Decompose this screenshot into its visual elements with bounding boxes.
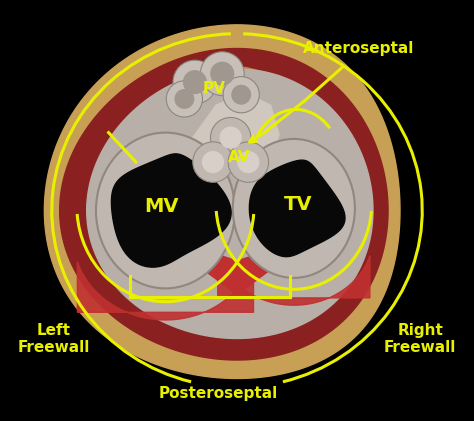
- Polygon shape: [60, 48, 388, 360]
- Circle shape: [166, 81, 202, 117]
- Text: Anteroseptal: Anteroseptal: [303, 41, 415, 56]
- Circle shape: [223, 77, 259, 113]
- Text: AV: AV: [228, 150, 250, 165]
- Circle shape: [173, 60, 217, 104]
- Polygon shape: [45, 25, 400, 378]
- Ellipse shape: [233, 139, 355, 278]
- Circle shape: [202, 151, 224, 173]
- Text: Right
Freewall: Right Freewall: [384, 323, 456, 355]
- Text: Left
Freewall: Left Freewall: [18, 323, 90, 355]
- Text: PV: PV: [202, 81, 225, 96]
- Circle shape: [219, 127, 242, 149]
- Text: MV: MV: [144, 197, 179, 216]
- Polygon shape: [77, 262, 254, 320]
- Text: Posteroseptal: Posteroseptal: [158, 386, 278, 401]
- Circle shape: [228, 142, 269, 182]
- Polygon shape: [111, 154, 231, 267]
- Circle shape: [201, 52, 244, 96]
- Circle shape: [183, 70, 207, 94]
- Text: TV: TV: [284, 195, 312, 214]
- Circle shape: [193, 142, 233, 182]
- Circle shape: [237, 151, 259, 173]
- Circle shape: [210, 61, 234, 86]
- Circle shape: [210, 117, 251, 158]
- Circle shape: [231, 85, 251, 105]
- Circle shape: [174, 89, 194, 109]
- Polygon shape: [218, 256, 370, 305]
- Polygon shape: [249, 160, 345, 257]
- Polygon shape: [203, 253, 271, 295]
- Polygon shape: [132, 67, 342, 185]
- Polygon shape: [174, 93, 279, 173]
- Ellipse shape: [96, 133, 235, 288]
- Polygon shape: [87, 69, 373, 338]
